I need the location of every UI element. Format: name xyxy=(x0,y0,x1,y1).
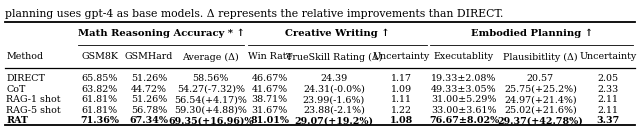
Text: 65.85%: 65.85% xyxy=(81,74,118,83)
Text: 1.11: 1.11 xyxy=(391,95,412,104)
Text: 54.27(-7.32)%: 54.27(-7.32)% xyxy=(177,85,244,94)
Text: 24.97(+21.4%): 24.97(+21.4%) xyxy=(504,95,577,104)
Text: 1.17: 1.17 xyxy=(391,74,412,83)
Text: 2.11: 2.11 xyxy=(598,106,618,115)
Text: 29.07(+19.2%): 29.07(+19.2%) xyxy=(294,116,373,125)
Text: 49.33±3.05%: 49.33±3.05% xyxy=(431,85,497,94)
Text: 2.05: 2.05 xyxy=(597,74,618,83)
Text: DIRECT: DIRECT xyxy=(6,74,45,83)
Text: 41.67%: 41.67% xyxy=(252,85,288,94)
Text: 1.08: 1.08 xyxy=(390,116,413,125)
Text: 1.22: 1.22 xyxy=(391,106,412,115)
Text: 25.02(+21.6%): 25.02(+21.6%) xyxy=(504,106,577,115)
Text: 23.99(-1.6%): 23.99(-1.6%) xyxy=(303,95,365,104)
Text: 81.01%: 81.01% xyxy=(250,116,289,125)
Text: Method: Method xyxy=(6,52,44,61)
Text: 76.67±8.02%: 76.67±8.02% xyxy=(429,116,499,125)
Text: CoT: CoT xyxy=(6,85,26,94)
Text: 1.09: 1.09 xyxy=(391,85,412,94)
Text: 24.31(-0.0%): 24.31(-0.0%) xyxy=(303,85,365,94)
Text: RAG-1 shot: RAG-1 shot xyxy=(6,95,61,104)
Text: 59.30(+4.88)%: 59.30(+4.88)% xyxy=(174,106,247,115)
Text: 2.33: 2.33 xyxy=(597,85,619,94)
Text: 33.00±3.61%: 33.00±3.61% xyxy=(431,106,497,115)
Text: 61.81%: 61.81% xyxy=(82,95,118,104)
Text: 56.54(+4.17)%: 56.54(+4.17)% xyxy=(174,95,247,104)
Text: 31.00±5.29%: 31.00±5.29% xyxy=(431,95,497,104)
Text: RAG-5 shot: RAG-5 shot xyxy=(6,106,61,115)
Text: Creative Writing ↑: Creative Writing ↑ xyxy=(285,29,390,38)
Text: 56.78%: 56.78% xyxy=(131,106,167,115)
Text: 67.34%: 67.34% xyxy=(130,116,168,125)
Text: 31.67%: 31.67% xyxy=(252,106,288,115)
Text: Average (Δ): Average (Δ) xyxy=(182,52,239,62)
Text: Uncertainty: Uncertainty xyxy=(373,52,430,61)
Text: 63.82%: 63.82% xyxy=(81,85,118,94)
Text: 23.88(-2.1%): 23.88(-2.1%) xyxy=(303,106,365,115)
Text: 29.37(+42.78%): 29.37(+42.78%) xyxy=(497,116,583,125)
Text: 24.39: 24.39 xyxy=(320,74,348,83)
Text: RAT: RAT xyxy=(6,116,28,125)
Text: Math Reasoning Accuracy * ↑: Math Reasoning Accuracy * ↑ xyxy=(78,29,244,38)
Text: Uncertainty: Uncertainty xyxy=(579,52,637,61)
Text: planning uses gpt-4 as base models. Δ represents the relative improvements than : planning uses gpt-4 as base models. Δ re… xyxy=(5,9,504,19)
Text: GSM8K: GSM8K xyxy=(81,52,118,61)
Text: Win Rate: Win Rate xyxy=(248,52,292,61)
Text: Executablity: Executablity xyxy=(434,52,494,61)
Text: 51.26%: 51.26% xyxy=(131,95,167,104)
Text: 19.33±2.08%: 19.33±2.08% xyxy=(431,74,497,83)
Text: 38.71%: 38.71% xyxy=(252,95,288,104)
Text: Embodied Planning ↑: Embodied Planning ↑ xyxy=(470,29,593,38)
Text: 44.72%: 44.72% xyxy=(131,85,167,94)
Text: 46.67%: 46.67% xyxy=(252,74,288,83)
Text: 69.35(+16.96)%: 69.35(+16.96)% xyxy=(168,116,253,125)
Text: 71.36%: 71.36% xyxy=(80,116,119,125)
Text: 2.11: 2.11 xyxy=(598,95,618,104)
Text: 20.57: 20.57 xyxy=(527,74,554,83)
Text: 51.26%: 51.26% xyxy=(131,74,167,83)
Text: TrueSkill Rating (Δ): TrueSkill Rating (Δ) xyxy=(285,52,382,62)
Text: 58.56%: 58.56% xyxy=(193,74,229,83)
Text: 61.81%: 61.81% xyxy=(82,106,118,115)
Text: 25.75(+25.2%): 25.75(+25.2%) xyxy=(504,85,577,94)
Text: Plausibitlity (Δ): Plausibitlity (Δ) xyxy=(503,52,578,62)
Text: GSMHard: GSMHard xyxy=(125,52,173,61)
Text: 3.37: 3.37 xyxy=(596,116,620,125)
